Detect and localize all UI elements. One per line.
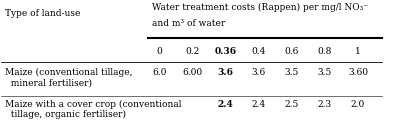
Text: 0.4: 0.4 <box>251 46 266 55</box>
Text: 2.5: 2.5 <box>284 100 299 109</box>
Text: 2.4: 2.4 <box>251 100 266 109</box>
Text: 2.4: 2.4 <box>217 100 233 109</box>
Text: 3.60: 3.60 <box>348 68 368 77</box>
Text: 0.8: 0.8 <box>318 46 332 55</box>
Text: Type of land-use: Type of land-use <box>5 9 80 18</box>
Text: Maize with a cover crop (conventional
  tillage, organic fertiliser): Maize with a cover crop (conventional ti… <box>5 100 182 119</box>
Text: 2.0: 2.0 <box>351 100 365 109</box>
Text: 6.0: 6.0 <box>152 68 166 77</box>
Text: 3.6: 3.6 <box>251 68 266 77</box>
Text: 1: 1 <box>355 46 361 55</box>
Text: 0.6: 0.6 <box>284 46 299 55</box>
Text: 2.3: 2.3 <box>318 100 332 109</box>
Text: 3.5: 3.5 <box>318 68 332 77</box>
Text: 0.36: 0.36 <box>215 46 237 55</box>
Text: 3.5: 3.5 <box>284 68 299 77</box>
Text: 0.2: 0.2 <box>185 46 200 55</box>
Text: 3.6: 3.6 <box>217 68 233 77</box>
Text: Maize (conventional tillage,
  mineral fertiliser): Maize (conventional tillage, mineral fer… <box>5 68 133 87</box>
Text: 0: 0 <box>156 46 162 55</box>
Text: 6.00: 6.00 <box>182 68 202 77</box>
Text: Water treatment costs (Rappen) per mg/l NO₃⁻: Water treatment costs (Rappen) per mg/l … <box>152 2 368 12</box>
Text: and m³ of water: and m³ of water <box>152 19 225 28</box>
